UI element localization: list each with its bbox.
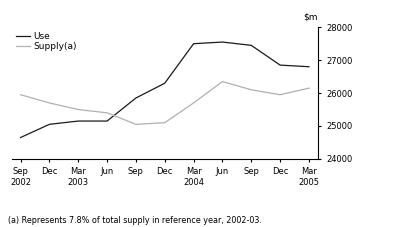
Supply(a) bbox=[133, 123, 138, 126]
Legend: Use, Supply(a): Use, Supply(a) bbox=[16, 32, 77, 51]
Use bbox=[47, 123, 52, 126]
Text: (a) Represents 7.8% of total supply in reference year, 2002-03.: (a) Represents 7.8% of total supply in r… bbox=[8, 216, 262, 225]
Supply(a) bbox=[162, 121, 167, 124]
Use bbox=[162, 82, 167, 84]
Use bbox=[105, 120, 110, 122]
Supply(a) bbox=[105, 111, 110, 114]
Use bbox=[18, 136, 23, 139]
Use bbox=[76, 120, 81, 122]
Supply(a) bbox=[47, 101, 52, 104]
Use bbox=[278, 64, 283, 67]
Use bbox=[306, 65, 311, 68]
Supply(a) bbox=[191, 101, 196, 104]
Supply(a) bbox=[249, 88, 254, 91]
Line: Use: Use bbox=[21, 42, 309, 138]
Supply(a) bbox=[278, 93, 283, 96]
Use bbox=[191, 42, 196, 45]
Use bbox=[133, 97, 138, 99]
Use bbox=[220, 41, 225, 43]
Use bbox=[249, 44, 254, 47]
Supply(a) bbox=[76, 108, 81, 111]
Supply(a) bbox=[18, 93, 23, 96]
Supply(a) bbox=[306, 87, 311, 89]
Supply(a) bbox=[220, 80, 225, 83]
Line: Supply(a): Supply(a) bbox=[21, 81, 309, 124]
Text: $m: $m bbox=[303, 13, 318, 22]
